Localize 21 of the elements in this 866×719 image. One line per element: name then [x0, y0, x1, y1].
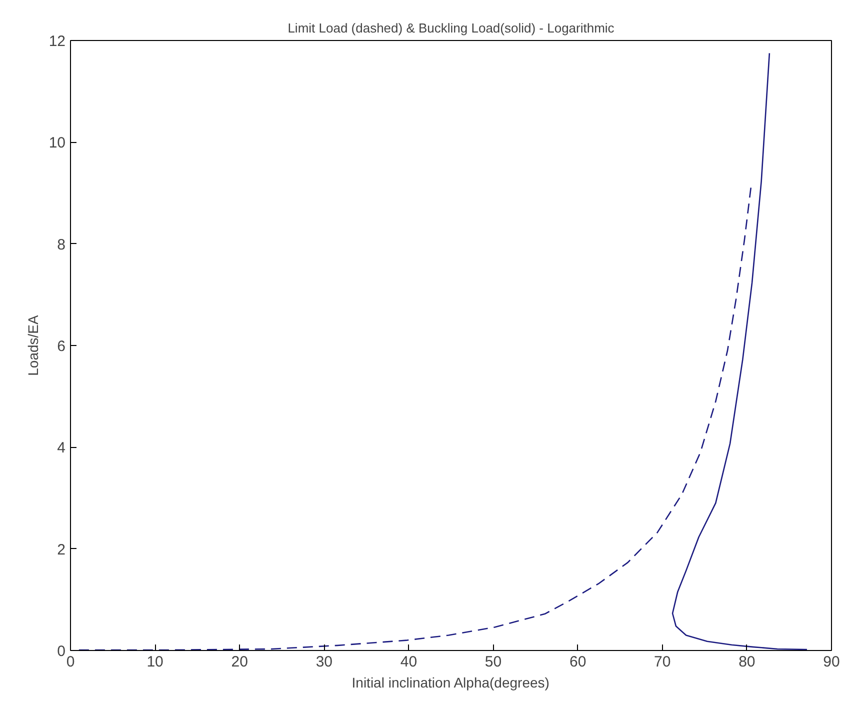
- x-tick-label: 50: [484, 654, 502, 670]
- y-tick-label: 2: [57, 541, 66, 558]
- x-tick-label: 80: [738, 654, 756, 670]
- x-tick-label: 40: [400, 654, 418, 670]
- line-series: [672, 52, 808, 650]
- y-tick-label: 12: [48, 33, 66, 50]
- x-tick-label: 20: [231, 654, 248, 670]
- chart-title: Limit Load (dashed) & Buckling Load(solid) - Logarithmic: [288, 20, 615, 36]
- x-tick-label: 30: [316, 654, 333, 670]
- y-tick-label: 4: [57, 440, 66, 457]
- y-tick-label: 8: [57, 236, 66, 254]
- x-tick-label: 60: [569, 654, 586, 670]
- y-axis-title: Loads/EA: [24, 314, 41, 376]
- line-series: [78, 184, 752, 650]
- x-tick-label: 70: [654, 654, 671, 670]
- x-tick-label: 90: [823, 654, 840, 670]
- y-tick-label: 0: [57, 643, 66, 660]
- x-tick-label: 10: [146, 654, 164, 670]
- x-axis-title: Initial inclination Alpha(degrees): [352, 674, 550, 690]
- y-tick-label: 6: [57, 338, 66, 355]
- y-tick-label: 10: [48, 134, 66, 152]
